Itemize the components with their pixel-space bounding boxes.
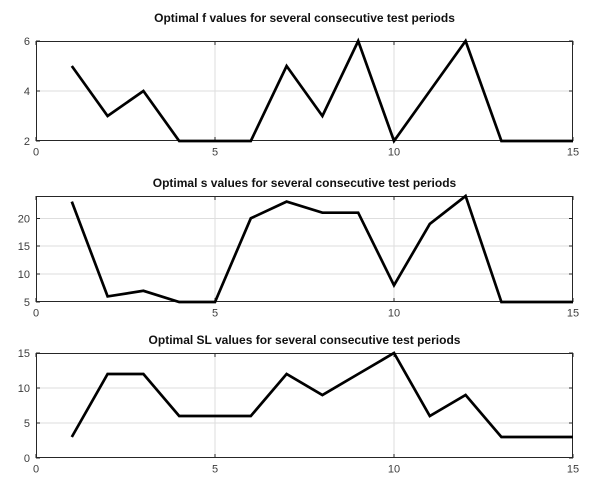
y-tick-label-5: 5 <box>24 418 30 430</box>
subplot-s-x-tick-labels: 0 5 10 15 <box>33 308 579 320</box>
subplot-f-x-tick-labels: 0 5 10 15 <box>33 147 579 159</box>
y-tick-label-6: 6 <box>24 36 30 48</box>
x-tick-label-10: 10 <box>388 147 400 159</box>
x-tick-label-5: 5 <box>212 147 218 159</box>
y-tick-label-5: 5 <box>24 297 30 309</box>
x-tick-label-10: 10 <box>388 308 400 320</box>
y-tick-label-10: 10 <box>18 383 30 395</box>
subplot-f: 0 5 10 15 2 4 6 <box>24 36 579 159</box>
subplot-f-series-line <box>70 37 573 144</box>
x-tick-label-0: 0 <box>33 308 39 320</box>
x-tick-label-15: 15 <box>567 308 579 320</box>
subplot-s-axes-frame <box>36 196 573 302</box>
x-tick-label-10: 10 <box>388 464 400 476</box>
y-tick-label-4: 4 <box>24 86 30 98</box>
x-tick-label-5: 5 <box>212 464 218 476</box>
y-tick-label-20: 20 <box>18 213 30 225</box>
subplot-s-y-tick-labels: 5 10 15 20 <box>18 213 30 309</box>
subplot-sl-series-line <box>70 351 573 439</box>
subplot-s-tick-marks <box>35 196 574 303</box>
y-tick-label-10: 10 <box>18 269 30 281</box>
subplot-sl-title: Optimal SL values for several consecutiv… <box>148 333 461 347</box>
x-tick-label-5: 5 <box>212 308 218 320</box>
y-tick-label-15: 15 <box>18 241 30 253</box>
subplot-sl-x-tick-labels: 0 5 10 15 <box>33 464 579 476</box>
subplot-sl-y-tick-labels: 0 5 10 15 <box>18 348 30 465</box>
y-tick-label-2: 2 <box>24 136 30 148</box>
subplot-s-grid <box>36 196 573 302</box>
subplot-sl-tick-marks <box>35 352 574 459</box>
x-tick-label-0: 0 <box>33 147 39 159</box>
subplot-f-title: Optimal f values for several consecutive… <box>154 11 455 25</box>
x-tick-label-15: 15 <box>567 464 579 476</box>
x-tick-label-15: 15 <box>567 147 579 159</box>
y-tick-label-15: 15 <box>18 348 30 360</box>
subplot-sl-grid <box>36 353 573 458</box>
subplot-f-y-tick-labels: 2 4 6 <box>24 36 30 148</box>
subplot-s-series-line <box>70 193 573 304</box>
subplot-s-title: Optimal s values for several consecutive… <box>152 176 457 190</box>
y-tick-label-0: 0 <box>24 453 30 465</box>
x-tick-label-0: 0 <box>33 464 39 476</box>
subplot-sl-axes-frame <box>36 353 573 458</box>
subplot-sl: 0 5 10 15 0 5 10 15 <box>18 348 579 476</box>
